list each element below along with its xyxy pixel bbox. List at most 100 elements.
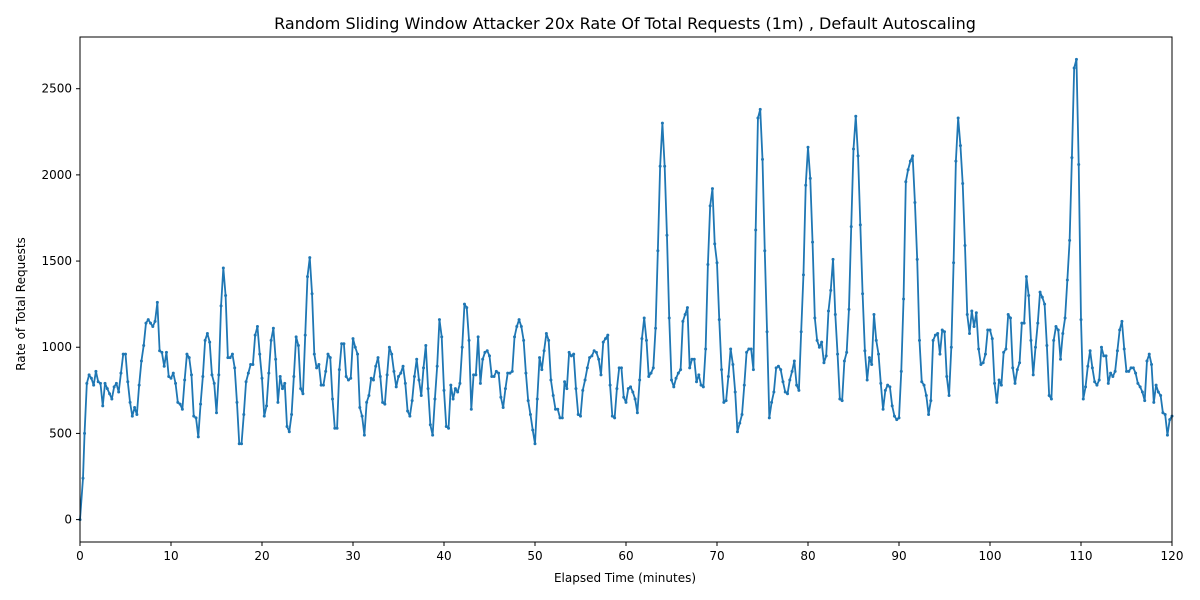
data-point [544,331,548,335]
y-tick-label: 1000 [41,340,72,354]
data-point [1134,371,1138,375]
data-point [651,366,655,370]
data-point [1136,381,1140,385]
data-point [89,376,93,380]
data-point [105,387,109,391]
data-point [883,388,887,392]
data-point [1081,397,1085,401]
x-tick-label: 80 [800,549,815,563]
data-point [688,366,692,370]
data-point [888,385,892,389]
data-point [783,390,787,394]
data-point [838,397,842,401]
data-point [722,400,726,404]
data-point [344,375,348,379]
data-point [335,426,339,430]
data-point [1070,156,1074,160]
data-point [403,381,407,385]
data-point [135,412,139,416]
data-point [867,356,871,360]
data-point [321,383,325,387]
data-point [362,433,366,437]
data-point [767,416,771,420]
data-point [995,400,999,404]
data-point [604,337,608,341]
data-point [130,414,134,418]
data-point [346,378,350,382]
data-point [515,325,519,329]
data-point [833,312,837,316]
data-point [1029,338,1033,342]
data-point [331,397,335,401]
data-point [927,412,931,416]
data-point [1056,328,1060,332]
data-point [813,316,817,320]
data-point [301,392,305,396]
data-point [631,390,635,394]
data-point [968,331,972,335]
data-point [1113,369,1117,373]
data-point [153,319,157,323]
data-point [701,385,705,389]
plot-area [78,57,1174,522]
data-point [681,319,685,323]
data-point [938,352,942,356]
data-point [397,375,400,379]
data-point [560,416,564,420]
data-point [786,392,790,396]
data-point [665,233,669,237]
chart-title: Random Sliding Window Attacker 20x Rate … [274,14,976,33]
data-point [342,342,346,346]
data-point [842,359,846,363]
data-point [758,107,762,111]
data-point [85,381,89,385]
data-point [713,242,717,246]
data-point [790,369,794,373]
data-point [192,414,196,418]
data-point [280,387,284,391]
data-point [367,394,371,397]
data-point [726,375,730,379]
data-point [424,344,428,348]
data-point [908,159,912,163]
data-point [428,423,432,427]
data-point [1120,319,1124,323]
data-point [251,362,255,366]
data-point [137,383,141,387]
data-point [915,257,919,261]
data-point [337,368,341,372]
data-point [224,294,228,298]
data-point [877,352,881,356]
data-point [1143,399,1147,403]
data-point [205,331,209,335]
data-point [710,187,714,191]
x-tick-label: 10 [163,549,178,563]
data-point [670,378,673,382]
data-point [340,342,344,346]
data-point [283,381,287,385]
data-point [497,371,501,375]
data-point [230,352,234,356]
data-point [874,338,878,342]
data-point [981,361,985,365]
data-point [103,381,107,385]
data-point [1111,375,1115,379]
data-point [513,335,517,339]
data-point [255,325,259,329]
data-point [799,330,803,334]
data-point [674,376,678,380]
data-point [615,387,619,391]
data-point [849,225,853,229]
data-point [1065,278,1069,282]
data-point [613,416,617,420]
data-point [510,369,514,373]
data-point [1072,66,1076,70]
data-point [274,357,278,361]
data-point [961,182,965,185]
data-point [724,399,728,403]
data-point [1150,362,1154,366]
data-point [638,378,642,382]
data-point [952,261,956,265]
data-point [553,407,557,411]
data-point [863,349,867,353]
